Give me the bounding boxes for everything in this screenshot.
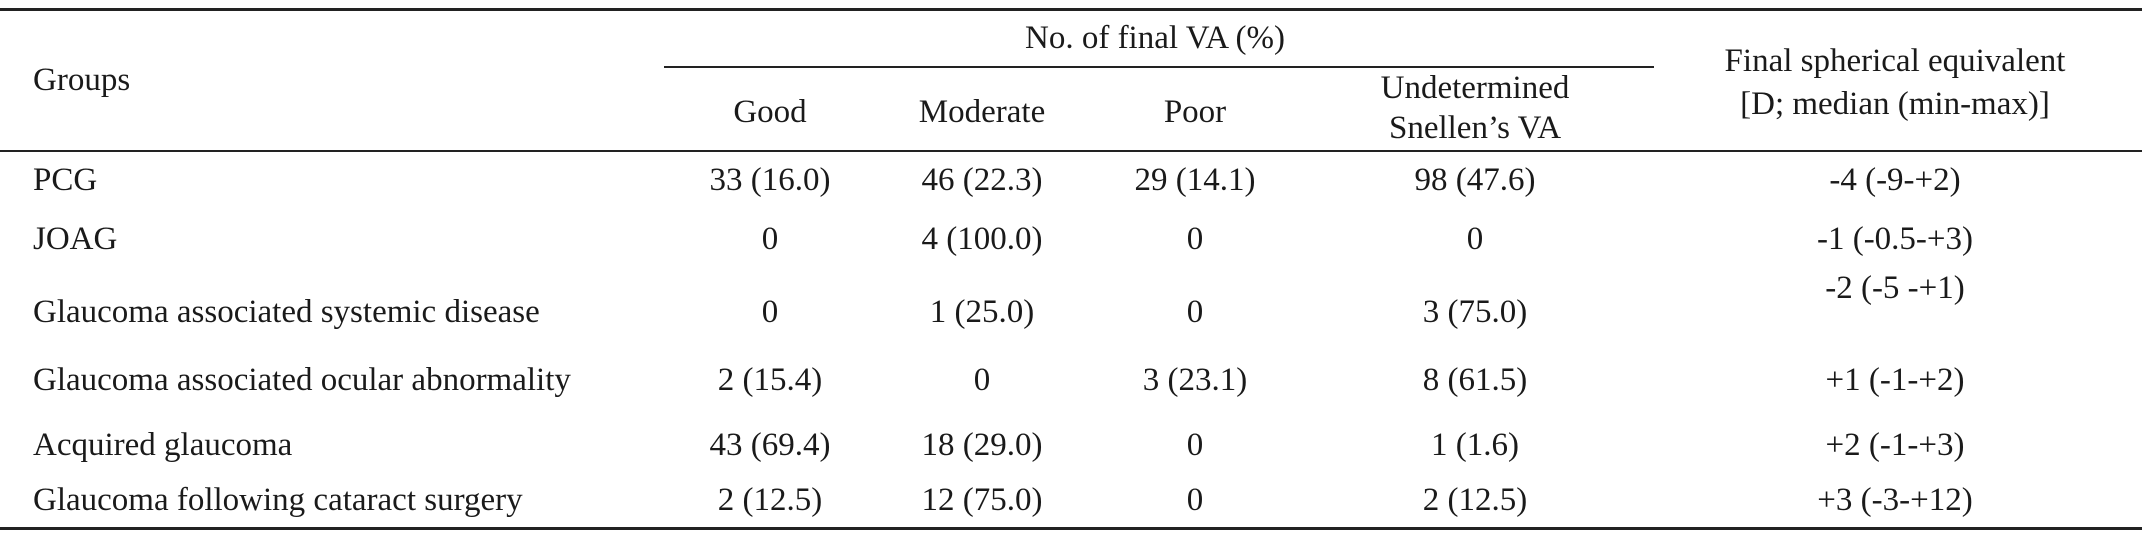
header-undetermined-line2: Snellen’s VA	[1388, 110, 1562, 146]
table-cell-good: 2 (15.4)	[717, 362, 823, 398]
header-poor: Poor	[1163, 94, 1227, 130]
table-cell-undetermined: 98 (47.6)	[1414, 162, 1536, 198]
table-cell-moderate: 4 (100.0)	[921, 221, 1043, 257]
table-cell-final: -4 (-9-+2)	[1829, 162, 1961, 198]
table-cell-moderate: 1 (25.0)	[929, 294, 1035, 330]
table-cell-poor: 0	[1186, 482, 1204, 518]
table-cell-group: Acquired glaucoma	[33, 427, 293, 463]
table-cell-good: 43 (69.4)	[709, 427, 831, 463]
header-final-line2: [D; median (min-max)]	[1740, 86, 2050, 122]
header-good: Good	[733, 94, 807, 130]
table-cell-final: -1 (-0.5-+3)	[1816, 221, 1974, 257]
table-cell-moderate: 12 (75.0)	[921, 482, 1043, 518]
table-cell-final: +2 (-1-+3)	[1825, 427, 1965, 463]
table-cell-group: JOAG	[33, 221, 118, 257]
table-cell-good: 2 (12.5)	[717, 482, 823, 518]
header-final-line1: Final spherical equivalent	[1724, 43, 2066, 79]
table-cell-group: PCG	[33, 162, 98, 198]
header-moderate: Moderate	[918, 94, 1046, 130]
table-cell-undetermined: 2 (12.5)	[1422, 482, 1528, 518]
top-rule	[0, 8, 2142, 11]
table-cell-undetermined: 8 (61.5)	[1422, 362, 1528, 398]
table-cell-group: Glaucoma associated systemic disease	[33, 294, 540, 330]
table-cell-final: -2 (-5 -+1)	[1825, 270, 1965, 306]
table-cell-moderate: 46 (22.3)	[921, 162, 1043, 198]
table-cell-moderate: 0	[973, 362, 991, 398]
table-cell-final: +3 (-3-+12)	[1817, 482, 1973, 518]
table-cell-poor: 0	[1186, 427, 1204, 463]
table-cell-poor: 3 (23.1)	[1142, 362, 1248, 398]
header-final-spherical-equivalent: Final spherical equivalent [D; median (m…	[1685, 40, 2105, 126]
header-span-rule	[664, 66, 1654, 68]
header-bottom-rule	[0, 150, 2142, 152]
header-undetermined-line1: Undetermined	[1380, 70, 1570, 106]
table-cell-group: Glaucoma following cataract surgery	[33, 482, 523, 518]
table-cell-good: 0	[761, 294, 779, 330]
table-cell-good: 33 (16.0)	[709, 162, 831, 198]
table-cell-good: 0	[761, 221, 779, 257]
header-final-va: No. of final VA (%)	[1024, 20, 1286, 56]
table-cell-undetermined: 3 (75.0)	[1422, 294, 1528, 330]
table-cell-moderate: 18 (29.0)	[921, 427, 1043, 463]
bottom-rule	[0, 527, 2142, 530]
table-cell-undetermined: 1 (1.6)	[1431, 427, 1519, 463]
table-cell-undetermined: 0	[1466, 221, 1484, 257]
table-cell-poor: 0	[1186, 221, 1204, 257]
header-undetermined: Undetermined Snellen’s VA	[1345, 68, 1605, 148]
table-cell-group: Glaucoma associated ocular abnormality	[33, 362, 571, 398]
table-cell-poor: 29 (14.1)	[1134, 162, 1256, 198]
table-cell-final: +1 (-1-+2)	[1825, 362, 1965, 398]
table-cell-poor: 0	[1186, 294, 1204, 330]
header-groups: Groups	[33, 62, 131, 98]
